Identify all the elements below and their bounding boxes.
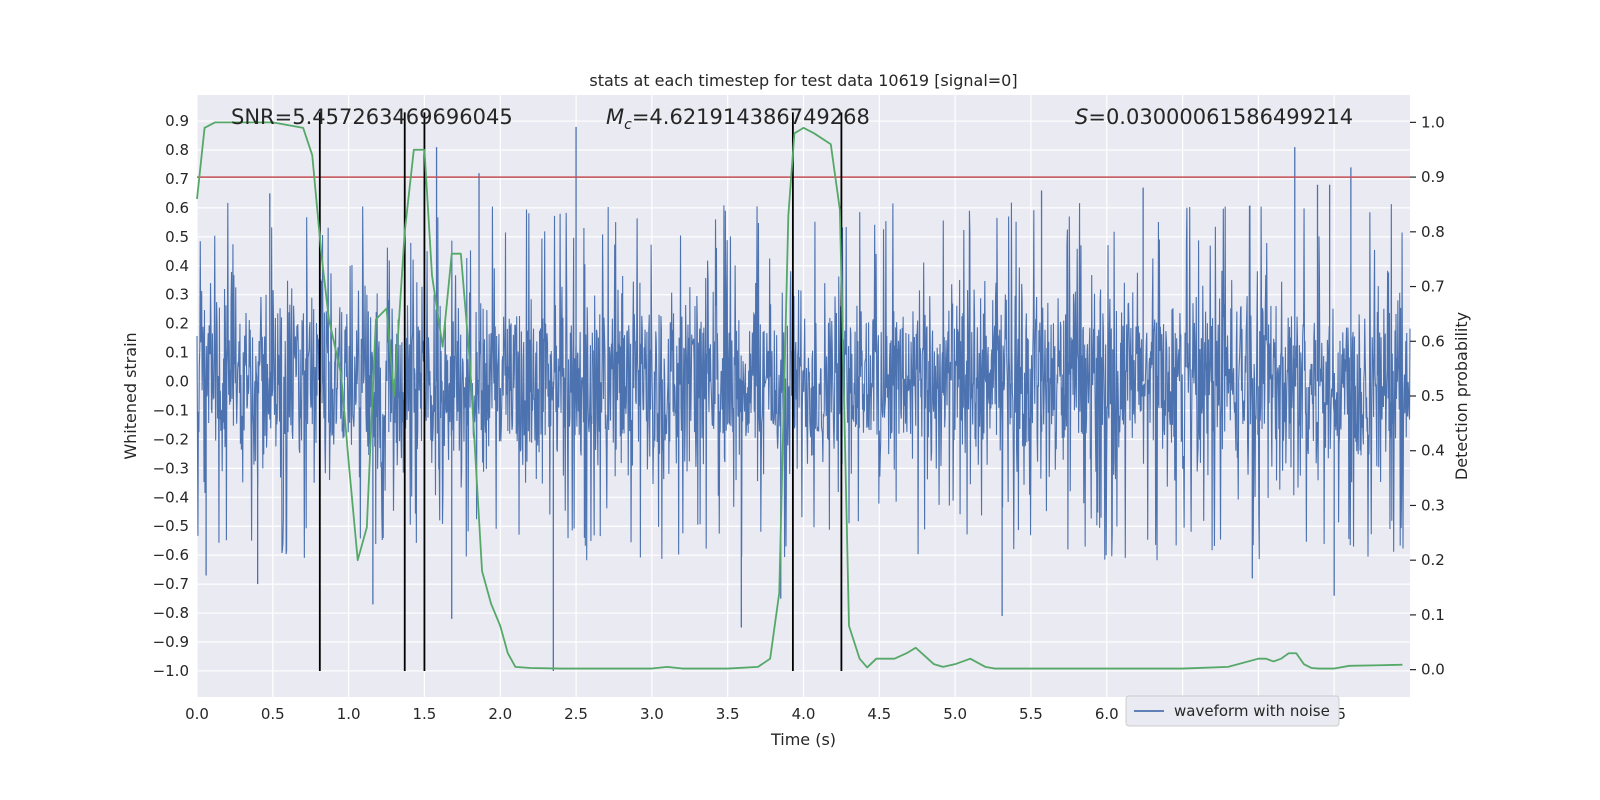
y-tick-label: −0.8 bbox=[153, 604, 189, 622]
chirp-mass-annotation: Mc=4.621914386749268 bbox=[606, 105, 870, 133]
y-tick-label: 0.7 bbox=[165, 170, 189, 188]
y2-tick-label: 0.3 bbox=[1421, 496, 1445, 514]
y-tick-label: −0.1 bbox=[153, 401, 189, 419]
x-tick-label: 4.0 bbox=[792, 705, 816, 723]
y2-tick-label: 0.1 bbox=[1421, 606, 1445, 624]
y-tick-label: 0.3 bbox=[165, 286, 189, 304]
y-tick-label: −0.7 bbox=[153, 575, 189, 593]
mc-symbol: M bbox=[606, 105, 624, 129]
probability-line bbox=[196, 121, 1403, 670]
y2-tick-label: 1.0 bbox=[1421, 113, 1445, 131]
x-tick-label: 4.5 bbox=[867, 705, 891, 723]
y-tick-label: −0.2 bbox=[153, 430, 189, 448]
y-tick-label: 0.0 bbox=[165, 373, 189, 391]
vertical-markers bbox=[318, 112, 843, 671]
x-tick-label: 3.0 bbox=[640, 705, 664, 723]
y-tick-label: −0.5 bbox=[153, 517, 189, 535]
y2-tick-label: 0.5 bbox=[1421, 387, 1445, 405]
y-tick-labels: −1.0 −0.9 −0.8 −0.7 −0.6 −0.5 −0.4 −0.3 −0.2 −0.1… bbox=[153, 112, 189, 680]
y2-tick-label: 0.7 bbox=[1421, 278, 1445, 296]
waveform-line bbox=[196, 202, 1411, 561]
y-tick-label: −0.4 bbox=[153, 488, 189, 506]
y2-tick-label: 0.4 bbox=[1421, 442, 1445, 460]
y-axis-label: Whitened strain bbox=[121, 332, 140, 459]
y2-tick-labels: 0.0 0.1 0.2 0.3 0.4 0.5 0.6 0.7 0.8 0.9 1.0 bbox=[1410, 113, 1445, 679]
y-tick-label: −1.0 bbox=[153, 662, 189, 680]
s-annotation: S=0.03000061586499214 bbox=[1075, 105, 1353, 129]
y2-tick-label: 0.2 bbox=[1421, 551, 1445, 569]
y-tick-label: 0.6 bbox=[165, 199, 189, 217]
snr-annotation: SNR=5.457263469696045 bbox=[231, 105, 513, 129]
y2-axis-label: Detection probability bbox=[1452, 312, 1471, 480]
x-axis-label: Time (s) bbox=[770, 730, 836, 749]
y-tick-label: 0.1 bbox=[165, 344, 189, 362]
x-tick-label: 2.0 bbox=[488, 705, 512, 723]
legend: waveform with noise bbox=[1125, 695, 1340, 727]
x-tick-label: 5.0 bbox=[943, 705, 967, 723]
y2-tick-label: 0.8 bbox=[1421, 223, 1445, 241]
y-tick-label: −0.6 bbox=[153, 546, 189, 564]
y-tick-label: −0.3 bbox=[153, 459, 189, 477]
y2-tick-label: 0.6 bbox=[1421, 332, 1445, 350]
mc-value: =4.621914386749268 bbox=[632, 105, 870, 129]
chart-title: stats at each timestep for test data 106… bbox=[589, 71, 1017, 90]
s-value: =0.03000061586499214 bbox=[1088, 105, 1353, 129]
x-tick-label: 3.5 bbox=[716, 705, 740, 723]
x-tick-label: 2.5 bbox=[564, 705, 588, 723]
y-tick-label: −0.9 bbox=[153, 633, 189, 651]
y-tick-label: 0.4 bbox=[165, 257, 189, 275]
legend-box bbox=[1125, 695, 1340, 727]
x-tick-label: 6.0 bbox=[1095, 705, 1119, 723]
mc-subscript: c bbox=[624, 117, 632, 133]
y2-tick-label: 0.9 bbox=[1421, 168, 1445, 186]
y-tick-label: 0.5 bbox=[165, 228, 189, 246]
waveform-series bbox=[196, 126, 1411, 671]
x-tick-label: 0.0 bbox=[185, 705, 209, 723]
y-tick-label: 0.9 bbox=[165, 112, 189, 130]
x-tick-label: 5.5 bbox=[1019, 705, 1043, 723]
x-tick-label: 0.5 bbox=[261, 705, 285, 723]
x-tick-label: 1.0 bbox=[337, 705, 361, 723]
x-tick-label: 1.5 bbox=[413, 705, 437, 723]
y-tick-label: 0.8 bbox=[165, 141, 189, 159]
y2-tick-label: 0.0 bbox=[1421, 661, 1445, 679]
s-symbol: S bbox=[1075, 105, 1088, 129]
y-tick-label: 0.2 bbox=[165, 315, 189, 333]
legend-label-waveform: waveform with noise bbox=[1174, 702, 1330, 720]
probability-group bbox=[196, 121, 1403, 670]
